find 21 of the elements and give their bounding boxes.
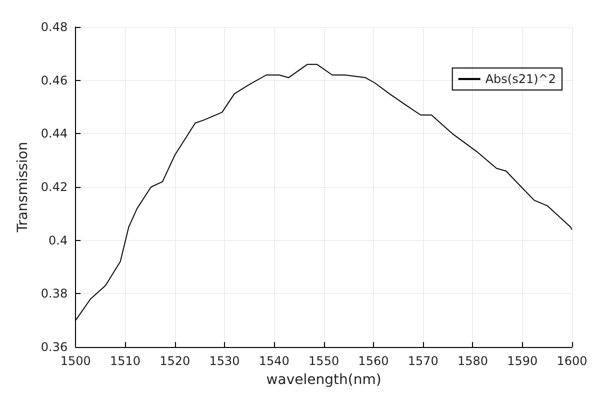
legend-label: Abs(s21)^2 — [485, 72, 556, 86]
y-tick-label: 0.38 — [40, 286, 68, 301]
x-tick-label: 1540 — [258, 354, 290, 368]
x-tick-label: 1510 — [110, 354, 141, 368]
y-tick-label: 0.46 — [40, 73, 68, 88]
x-tick-label: 1520 — [160, 354, 190, 368]
y-tick-label: 0.44 — [40, 126, 68, 141]
y-tick-label: 0.4 — [48, 233, 68, 248]
y-tick-label: 0.48 — [40, 20, 68, 34]
x-tick-label: 1550 — [308, 354, 340, 368]
x-tick-label: 1590 — [507, 354, 538, 368]
x-tick-label: 1570 — [408, 354, 438, 368]
x-tick-label: 1580 — [457, 354, 488, 368]
y-tick-label: 0.42 — [40, 180, 68, 194]
x-axis-title: wavelength(nm) — [266, 372, 382, 388]
x-tick-label: 1560 — [358, 354, 389, 368]
y-tick-label: 0.36 — [40, 340, 68, 354]
x-tick-label: 1600 — [556, 354, 588, 368]
y-axis-title: Transmission — [15, 142, 31, 234]
x-tick-label: 1530 — [209, 354, 240, 368]
x-tick-label: 1500 — [60, 354, 91, 368]
